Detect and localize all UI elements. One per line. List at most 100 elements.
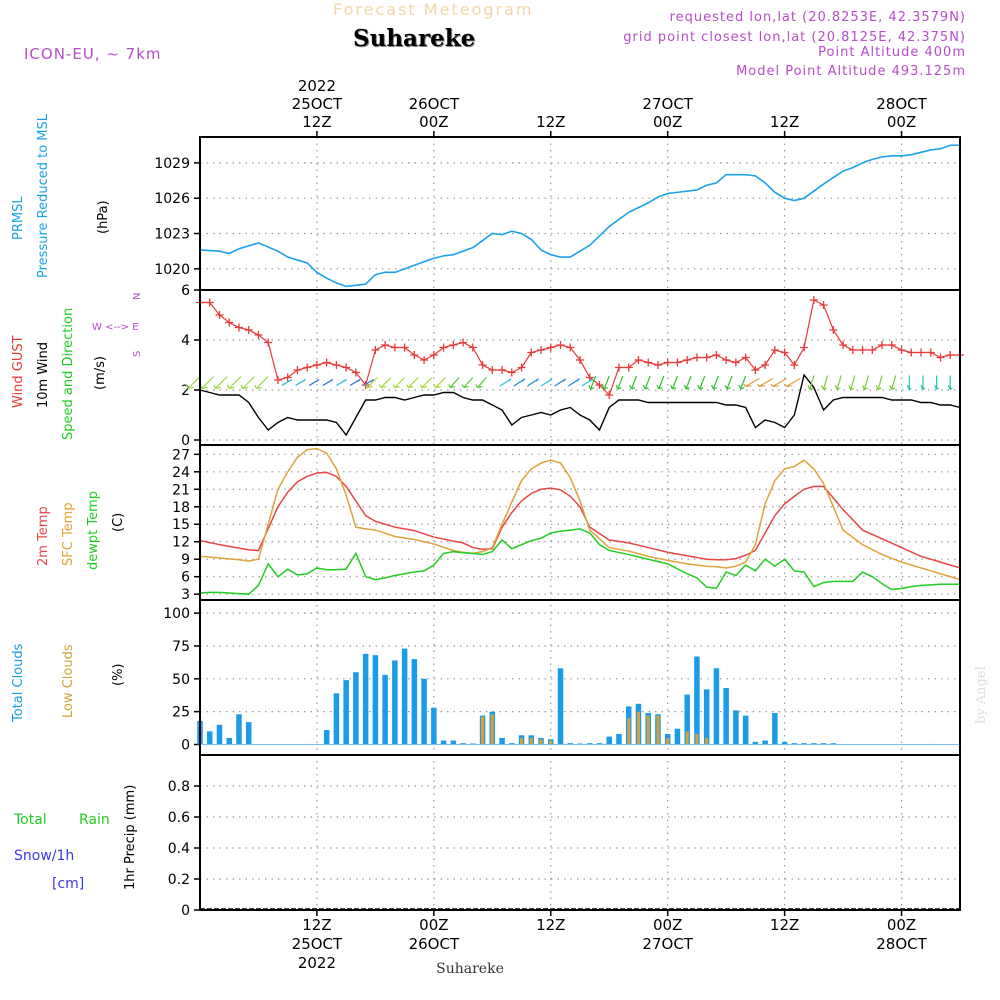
plot-layer: 1020102310261029024636912151821242702550…	[154, 77, 964, 977]
total-cloud-bar	[596, 743, 603, 745]
total-cloud-bar	[723, 688, 729, 745]
low-cloud-bar	[549, 740, 553, 745]
wind-direction-arrow	[186, 376, 201, 390]
total-cloud-bar	[606, 736, 612, 745]
top-time-hour: 00Z	[887, 113, 916, 131]
compass-we: W <--> E	[92, 322, 139, 333]
total-cloud-bar	[499, 737, 505, 745]
gust-marker	[692, 353, 701, 362]
wind-direction-arrow	[834, 375, 842, 391]
gust-marker	[556, 341, 565, 349]
wind-direction-arrow	[807, 375, 815, 391]
gust-marker	[644, 358, 653, 367]
precip-total-label: Total	[13, 812, 47, 828]
t2m-series-line	[199, 471, 961, 569]
gust-marker	[439, 343, 448, 352]
gust-marker	[917, 348, 926, 357]
temperature-ytick-label: 6	[181, 570, 190, 586]
total-cloud-bar	[772, 712, 778, 745]
cloud-labels: Total Clouds Low Clouds (%)	[11, 643, 126, 723]
temperature-ytick-label: 9	[181, 552, 190, 568]
gust-marker	[634, 356, 643, 364]
temperature-panel-frame	[199, 444, 961, 601]
wind-ytick-label: 0	[181, 433, 190, 449]
wind-direction-arrow	[615, 375, 624, 390]
gust-marker	[712, 351, 721, 359]
clouds-ytick-label: 100	[163, 606, 190, 622]
gust-marker	[468, 343, 477, 352]
total-cloud-bar	[401, 648, 408, 745]
top-time-hour: 00Z	[419, 113, 448, 131]
total-cloud-bar	[762, 740, 768, 745]
low-cloud-label: Low Clouds	[61, 644, 76, 718]
total-cloud-bar	[236, 714, 242, 745]
bottom-time-hour: 12Z	[302, 916, 331, 934]
dewpt-series-line	[199, 528, 960, 595]
total-cloud-bar	[752, 741, 759, 745]
wind-label: 10m Wind	[36, 342, 51, 408]
pressure-ytick-label: 1020	[154, 262, 190, 278]
low-cloud-bar	[666, 737, 670, 745]
total-cloud-bar	[226, 737, 232, 745]
total-cloud-bar	[450, 740, 457, 745]
total-cloud-bar	[820, 743, 827, 745]
clouds-ytick-label: 25	[172, 705, 190, 721]
total-cloud-bar	[245, 722, 252, 745]
sfc-series-line	[199, 447, 961, 581]
wind-direction-arrow	[540, 378, 553, 387]
gust-marker	[907, 348, 916, 357]
total-cloud-bar	[206, 731, 213, 745]
wind-direction-arrow	[419, 377, 433, 389]
wind-direction-arrow	[875, 375, 883, 391]
precip-snow-label: Snow/1h	[14, 848, 74, 864]
temp-labels: 2m Temp SFC Temp dewpt Temp (C)	[36, 491, 126, 570]
dir-label: Speed and Direction	[61, 308, 76, 440]
wind-ytick-label: 6	[181, 283, 190, 299]
wind-direction-arrow	[308, 378, 320, 387]
bottom-time-date: 25OCT	[292, 935, 343, 953]
wind-direction-arrow	[862, 375, 869, 391]
gust-marker	[449, 341, 458, 349]
wind-direction-arrow	[784, 377, 801, 388]
precipitation-ytick-label: 0.2	[168, 872, 190, 888]
wind-direction-arrow	[281, 378, 293, 387]
gust-label: Wind GUST	[11, 335, 26, 408]
total-cloud-bar	[557, 668, 564, 745]
precipitation-panel-frame	[199, 754, 961, 911]
gust-marker	[488, 366, 497, 374]
gust-marker	[878, 341, 887, 349]
gust-marker	[400, 343, 409, 352]
precipitation-ytick-label: 0.8	[168, 779, 190, 795]
total-cloud-bar	[333, 693, 340, 745]
total-cloud-bar	[694, 656, 700, 745]
low-cloud-bar	[695, 733, 699, 745]
gust-marker	[829, 326, 838, 334]
gust-marker	[819, 301, 828, 309]
gust-marker	[234, 323, 243, 332]
wind-direction-arrow	[629, 375, 638, 390]
wind-direction-arrow	[821, 375, 829, 391]
low-cloud-bar	[539, 739, 543, 745]
total-cloud-bar	[713, 668, 720, 745]
total-cloud-bar	[509, 743, 515, 745]
gust-marker	[809, 296, 818, 304]
pressure-label-line1: PRMSL	[11, 196, 26, 240]
wind-direction-arrow	[406, 377, 419, 389]
gust-marker	[624, 363, 633, 372]
wind-direction-arrow	[743, 377, 760, 388]
total-cloud-bar	[323, 730, 330, 745]
total-cloud-bar	[567, 743, 574, 745]
gust-marker	[254, 331, 263, 339]
compass-s: S	[132, 351, 143, 357]
wind-direction-arrow	[711, 375, 719, 390]
gust-marker	[887, 341, 896, 349]
model-altitude: Model Point Altitude 493.125m	[736, 64, 966, 79]
model-name: ICON-EU, ~ 7km	[24, 45, 162, 63]
wind-direction-arrow	[738, 375, 747, 390]
pressure-ytick-label: 1023	[154, 227, 190, 243]
wind-direction-arrow	[601, 375, 610, 390]
bottom-time-hour: 00Z	[653, 916, 682, 934]
gust-marker	[322, 358, 331, 367]
gust-series-line	[200, 299, 960, 397]
